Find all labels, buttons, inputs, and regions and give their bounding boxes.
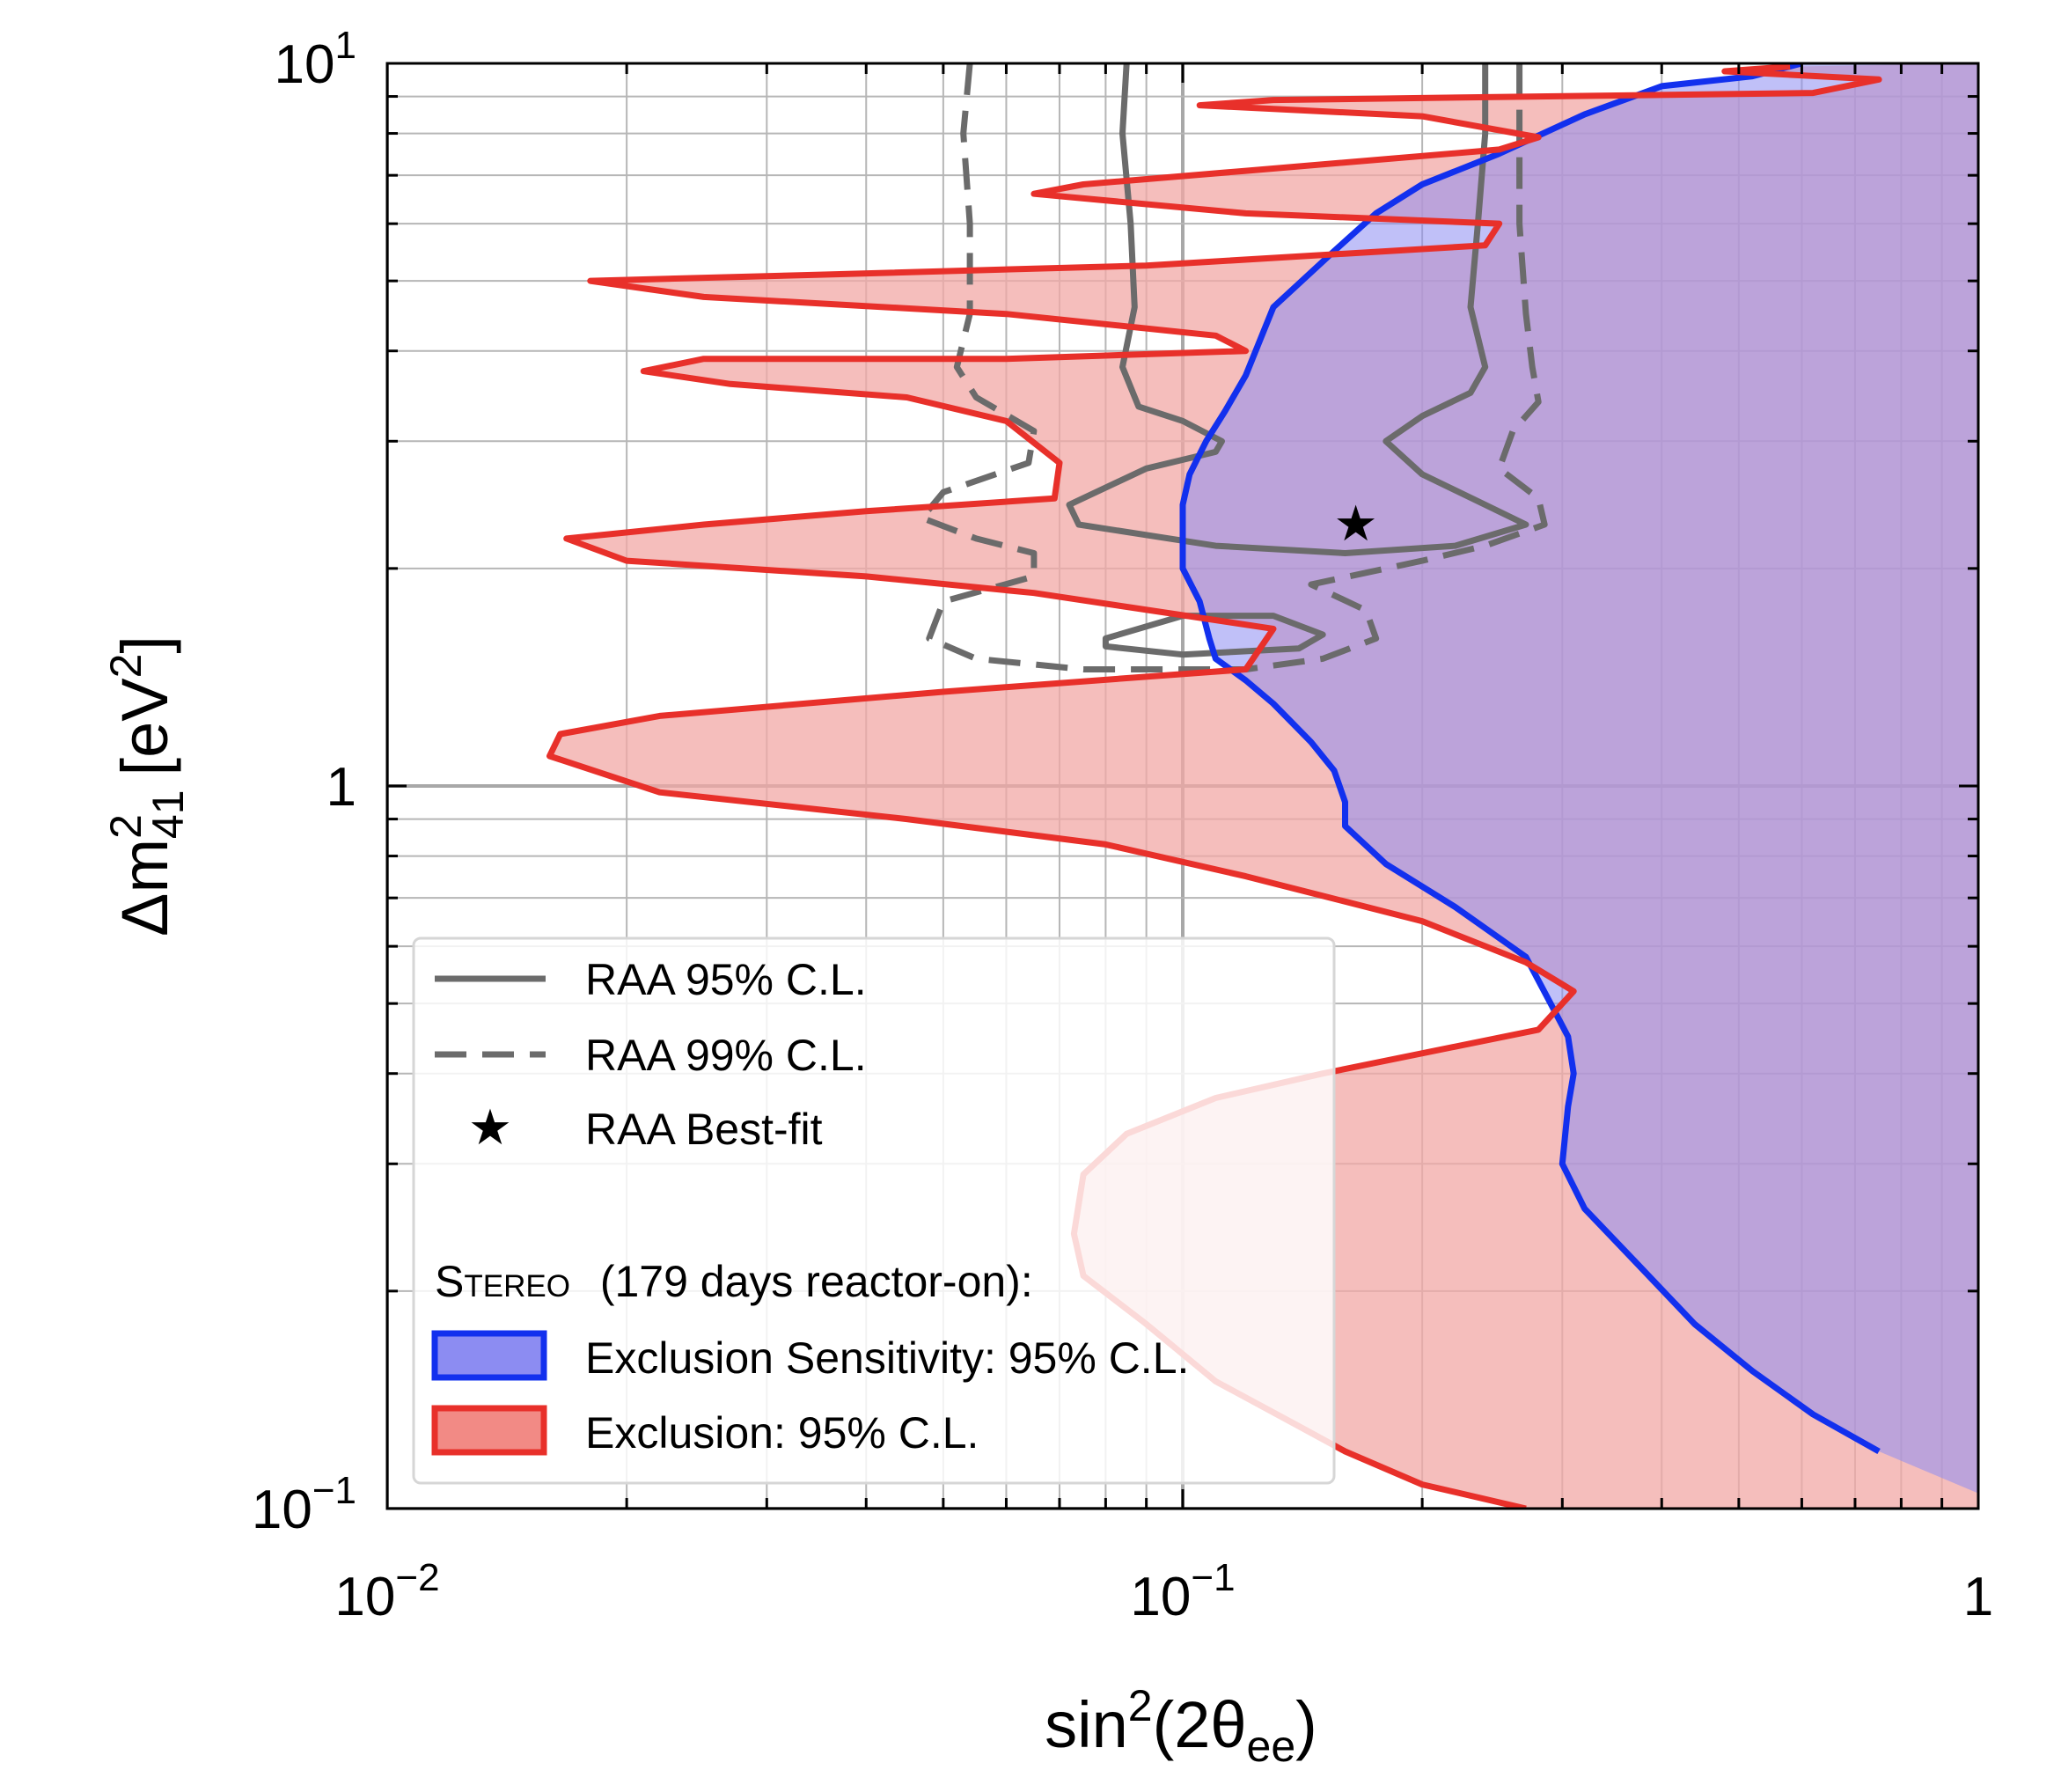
legend-swatch-sensitivity	[431, 1330, 547, 1381]
tick-label: 10−1	[252, 1469, 356, 1540]
y-axis-title: Δm241[eV2]	[101, 635, 193, 936]
legend-group-title: Stereo (179 days reactor-on):	[435, 1257, 1033, 1306]
legend-group-title-rest: (179 days reactor-on):	[600, 1257, 1033, 1306]
raa-95-contour-line	[1066, 63, 1529, 556]
axis-ticks: 10−2 10−1 1 101 1 10−1	[252, 24, 1993, 1627]
raa-99-contour-line	[919, 63, 1548, 672]
best-fit-marker-group: ★	[1334, 496, 1378, 551]
legend: RAA 95% C.L. RAA 99% C.L. ★ RAA Best-fit…	[412, 936, 1336, 1485]
sensitivity-region-fill	[1183, 63, 1978, 1494]
contour-regions	[546, 63, 1978, 1509]
x-axis-title: sin2(2θee)	[1045, 1681, 1317, 1771]
legend-group-title-stereo: Stereo	[435, 1257, 570, 1306]
tick-label: 101	[275, 24, 356, 95]
tick-label: 10−1	[1130, 1556, 1235, 1627]
legend-box	[412, 936, 1336, 1485]
legend-label-raa-99: RAA 99% C.L.	[585, 1031, 867, 1080]
tick-label: 1	[326, 757, 356, 818]
best-fit-star-icon: ★	[1334, 496, 1378, 551]
legend-label-exclusion: Exclusion: 95% C.L.	[585, 1408, 979, 1458]
tick-label: 10−2	[334, 1556, 439, 1627]
legend-star-icon: ★	[468, 1099, 512, 1155]
legend-label-best-fit: RAA Best-fit	[585, 1105, 823, 1154]
legend-label-sensitivity: Exclusion Sensitivity: 95% C.L.	[585, 1333, 1189, 1383]
legend-label-raa-95: RAA 95% C.L.	[585, 955, 867, 1004]
tick-label: 1	[1963, 1567, 1993, 1627]
legend-swatch-exclusion	[431, 1405, 547, 1456]
